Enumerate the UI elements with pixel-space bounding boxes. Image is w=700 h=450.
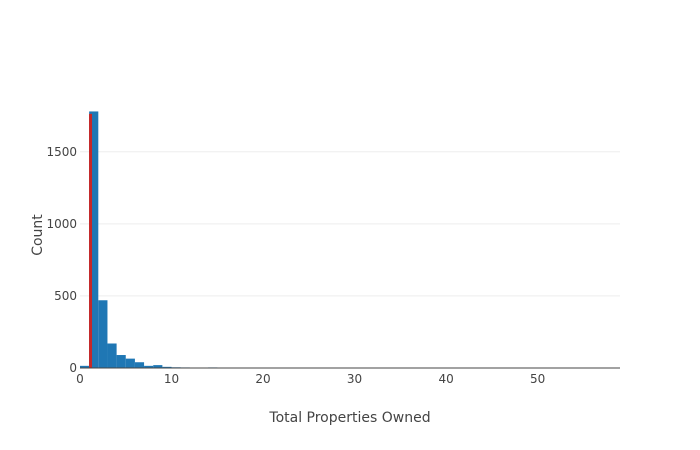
x-tick-label: 30	[347, 372, 362, 386]
y-tick-labels: 0 500 1000 1500	[46, 145, 77, 375]
y-tick-label: 1000	[46, 217, 77, 231]
histogram-bar-9	[162, 366, 172, 368]
histogram-bar-3	[107, 343, 117, 368]
y-tick-label: 1500	[46, 145, 77, 159]
x-tick-label: 0	[76, 372, 84, 386]
histogram-bar-0	[80, 365, 90, 368]
y-axis-title: Count	[30, 214, 46, 256]
y-tick-label: 0	[69, 361, 77, 375]
x-tick-label: 20	[255, 372, 270, 386]
histogram-bar-6	[134, 362, 145, 368]
y-tick-label: 500	[54, 289, 77, 303]
histogram-bar-8	[153, 365, 163, 368]
histogram-bar-4	[116, 355, 126, 368]
x-tick-label: 10	[164, 372, 179, 386]
histogram-bar-7	[144, 365, 154, 368]
histogram-bar-1	[89, 111, 99, 368]
x-axis-title: Total Properties Owned	[268, 410, 430, 426]
x-tick-label: 40	[438, 372, 453, 386]
histogram-bars	[80, 111, 620, 368]
histogram-bar-2	[98, 300, 108, 368]
x-tick-labels: 0 10 20 30 40 50	[76, 372, 545, 386]
x-tick-label: 50	[530, 372, 545, 386]
histogram-bar-5	[125, 358, 135, 368]
gridlines	[80, 151, 620, 297]
